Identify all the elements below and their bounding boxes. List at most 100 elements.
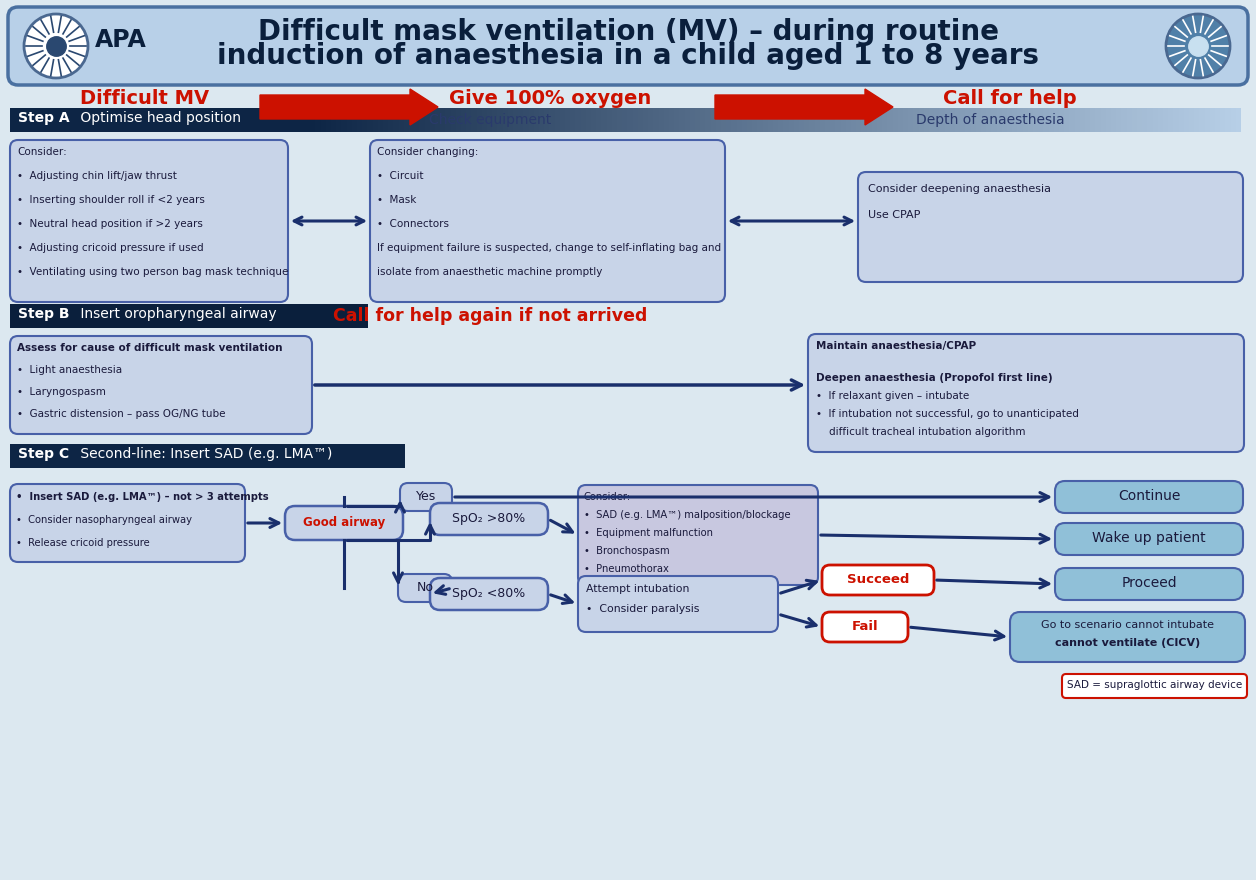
- Bar: [440, 108, 446, 132]
- Text: SpO₂ <80%: SpO₂ <80%: [452, 586, 525, 599]
- FancyBboxPatch shape: [1055, 523, 1243, 555]
- Text: •  Adjusting chin lift/jaw thrust: • Adjusting chin lift/jaw thrust: [18, 171, 177, 181]
- Text: •  Bronchospasm: • Bronchospasm: [584, 546, 669, 556]
- Bar: [716, 108, 721, 132]
- Bar: [852, 108, 857, 132]
- Text: Wake up patient: Wake up patient: [1093, 531, 1206, 545]
- Bar: [767, 108, 774, 132]
- FancyArrow shape: [260, 89, 438, 125]
- Bar: [378, 108, 383, 132]
- Bar: [1002, 108, 1007, 132]
- Bar: [1236, 108, 1241, 132]
- Bar: [929, 108, 934, 132]
- Bar: [1226, 108, 1231, 132]
- Bar: [996, 108, 1002, 132]
- Text: Proceed: Proceed: [1122, 576, 1177, 590]
- Bar: [592, 108, 597, 132]
- Bar: [789, 108, 794, 132]
- Bar: [976, 108, 981, 132]
- Bar: [602, 108, 607, 132]
- Bar: [446, 108, 451, 132]
- Bar: [898, 108, 903, 132]
- Bar: [1044, 108, 1049, 132]
- Bar: [10, 304, 368, 328]
- Text: •  Gastric distension – pass OG/NG tube: • Gastric distension – pass OG/NG tube: [18, 409, 226, 419]
- Bar: [934, 108, 939, 132]
- Text: Continue: Continue: [1118, 489, 1181, 503]
- FancyBboxPatch shape: [8, 7, 1248, 85]
- Bar: [1075, 108, 1080, 132]
- Bar: [1095, 108, 1100, 132]
- Bar: [747, 108, 752, 132]
- Text: Succeed: Succeed: [847, 573, 909, 585]
- Bar: [924, 108, 929, 132]
- Bar: [560, 108, 565, 132]
- Text: SpO₂ >80%: SpO₂ >80%: [452, 511, 525, 524]
- Bar: [1168, 108, 1173, 132]
- Circle shape: [1166, 14, 1230, 78]
- Text: Deepen anaesthesia (Propofol first line): Deepen anaesthesia (Propofol first line): [816, 373, 1053, 383]
- Bar: [991, 108, 997, 132]
- Text: •  Release cricoid pressure: • Release cricoid pressure: [16, 538, 149, 548]
- Bar: [695, 108, 701, 132]
- Text: Check equipment: Check equipment: [428, 113, 551, 127]
- Bar: [1163, 108, 1168, 132]
- Bar: [653, 108, 658, 132]
- Bar: [913, 108, 918, 132]
- FancyBboxPatch shape: [371, 140, 725, 302]
- Bar: [430, 108, 435, 132]
- Bar: [971, 108, 976, 132]
- Bar: [918, 108, 924, 132]
- Bar: [711, 108, 716, 132]
- Bar: [1054, 108, 1059, 132]
- Text: Consider deepening anaesthesia: Consider deepening anaesthesia: [868, 184, 1051, 194]
- Bar: [888, 108, 893, 132]
- Bar: [1059, 108, 1064, 132]
- Bar: [772, 108, 779, 132]
- Bar: [1215, 108, 1221, 132]
- FancyBboxPatch shape: [821, 612, 908, 642]
- Bar: [981, 108, 986, 132]
- Bar: [736, 108, 742, 132]
- Text: Fail: Fail: [852, 620, 878, 633]
- Bar: [497, 108, 502, 132]
- Text: •  Pneumothorax: • Pneumothorax: [584, 564, 669, 574]
- Text: Consider:: Consider:: [18, 147, 67, 157]
- Bar: [342, 108, 347, 132]
- Bar: [597, 108, 602, 132]
- Bar: [1199, 108, 1205, 132]
- Bar: [700, 108, 706, 132]
- Bar: [373, 108, 378, 132]
- Bar: [347, 108, 352, 132]
- Bar: [471, 108, 477, 132]
- Bar: [565, 108, 570, 132]
- Text: •  If relaxant given – intubate: • If relaxant given – intubate: [816, 391, 970, 401]
- FancyBboxPatch shape: [808, 334, 1243, 452]
- Bar: [320, 108, 325, 132]
- Bar: [476, 108, 482, 132]
- FancyBboxPatch shape: [430, 578, 548, 610]
- Text: No: No: [417, 581, 433, 593]
- Bar: [529, 108, 534, 132]
- Bar: [939, 108, 945, 132]
- Text: Consider changing:: Consider changing:: [377, 147, 479, 157]
- FancyBboxPatch shape: [578, 485, 818, 585]
- Text: Call for help again if not arrived: Call for help again if not arrived: [333, 307, 647, 325]
- Bar: [1080, 108, 1085, 132]
- Bar: [1112, 108, 1117, 132]
- Bar: [1069, 108, 1075, 132]
- Bar: [1178, 108, 1184, 132]
- FancyBboxPatch shape: [10, 336, 311, 434]
- Text: •  Neutral head position if >2 years: • Neutral head position if >2 years: [18, 219, 203, 229]
- Text: •  Insert SAD (e.g. LMA™) – not > 3 attempts: • Insert SAD (e.g. LMA™) – not > 3 attem…: [16, 492, 269, 502]
- Bar: [10, 444, 404, 468]
- Bar: [893, 108, 898, 132]
- Bar: [461, 108, 466, 132]
- Bar: [487, 108, 492, 132]
- Bar: [706, 108, 711, 132]
- Bar: [685, 108, 690, 132]
- FancyBboxPatch shape: [858, 172, 1243, 282]
- Bar: [575, 108, 580, 132]
- Bar: [1049, 108, 1054, 132]
- Bar: [794, 108, 799, 132]
